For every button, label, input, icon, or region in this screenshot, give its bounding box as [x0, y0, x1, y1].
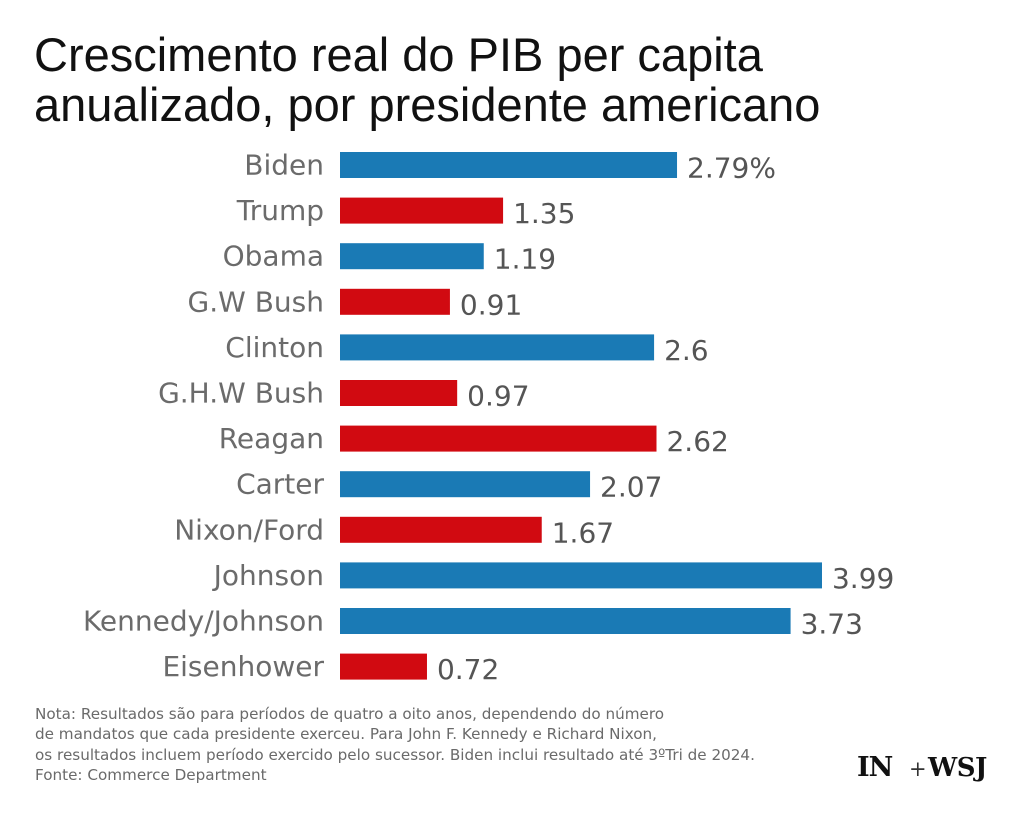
value-label: 1.67	[552, 516, 614, 549]
value-label: 0.72	[437, 653, 499, 686]
bar-g-w-bush	[340, 288, 450, 315]
category-label: G.W Bush	[188, 285, 324, 318]
bar-reagan	[340, 425, 657, 452]
value-label: 0.91	[460, 288, 522, 321]
category-label: Biden	[244, 149, 324, 182]
in-logo: IN	[857, 752, 893, 783]
category-label: Clinton	[225, 331, 324, 364]
bar-clinton	[340, 334, 655, 361]
note-line-1: Nota: Resultados são para períodos de qu…	[35, 705, 665, 723]
bar-g-h-w-bush	[340, 380, 458, 406]
category-label: Trump	[236, 194, 324, 227]
category-label: Reagan	[219, 422, 324, 455]
chart-title-line-1: Crescimento real do PIB per capita	[34, 28, 763, 81]
category-label: Nixon/Ford	[174, 513, 324, 546]
value-label: 3.73	[801, 608, 863, 641]
bar-kennedy-johnson	[340, 608, 791, 634]
value-label: 1.35	[513, 197, 575, 230]
category-label: Johnson	[212, 559, 324, 592]
value-label: 2.62	[666, 425, 728, 458]
note-line-2: de mandatos que cada presidente exerceu.…	[35, 725, 658, 744]
value-label: 2.07	[600, 471, 662, 504]
bar-carter	[340, 471, 591, 498]
value-label: 2.79%	[687, 152, 776, 185]
value-label: 3.99	[832, 562, 894, 595]
bar-chart: Biden 2.79% Trump 1.35 Obama 1.19 G.W Bush 0.91…	[83, 149, 894, 687]
plus-sign: +	[909, 757, 927, 781]
value-label: 1.19	[494, 243, 556, 276]
bar-obama	[340, 243, 484, 270]
category-label: G.H.W Bush	[158, 377, 324, 410]
chart-notes: Nota: Resultados são para períodos de qu…	[35, 704, 855, 785]
source-line: Fonte: Commerce Department	[35, 765, 267, 784]
value-label: 2.6	[664, 334, 709, 367]
value-label: 0.97	[467, 380, 529, 413]
category-label: Eisenhower	[162, 650, 324, 683]
bar-trump	[340, 197, 504, 224]
bar-johnson	[340, 562, 822, 589]
bar-biden	[340, 152, 678, 178]
chart-title-line-2: anualizado, por presidente americano	[34, 78, 821, 131]
bar-nixon-ford	[340, 516, 542, 543]
chart-title: Crescimento real do PIB per capita anual…	[34, 30, 994, 130]
bar-eisenhower	[340, 653, 427, 680]
note-line-3: os resultados incluem período exercido p…	[35, 745, 755, 764]
wsj-logo: WSJ	[928, 753, 987, 783]
category-label: Kennedy/Johnson	[83, 605, 324, 638]
category-label: Obama	[223, 240, 324, 273]
category-label: Carter	[236, 468, 324, 501]
